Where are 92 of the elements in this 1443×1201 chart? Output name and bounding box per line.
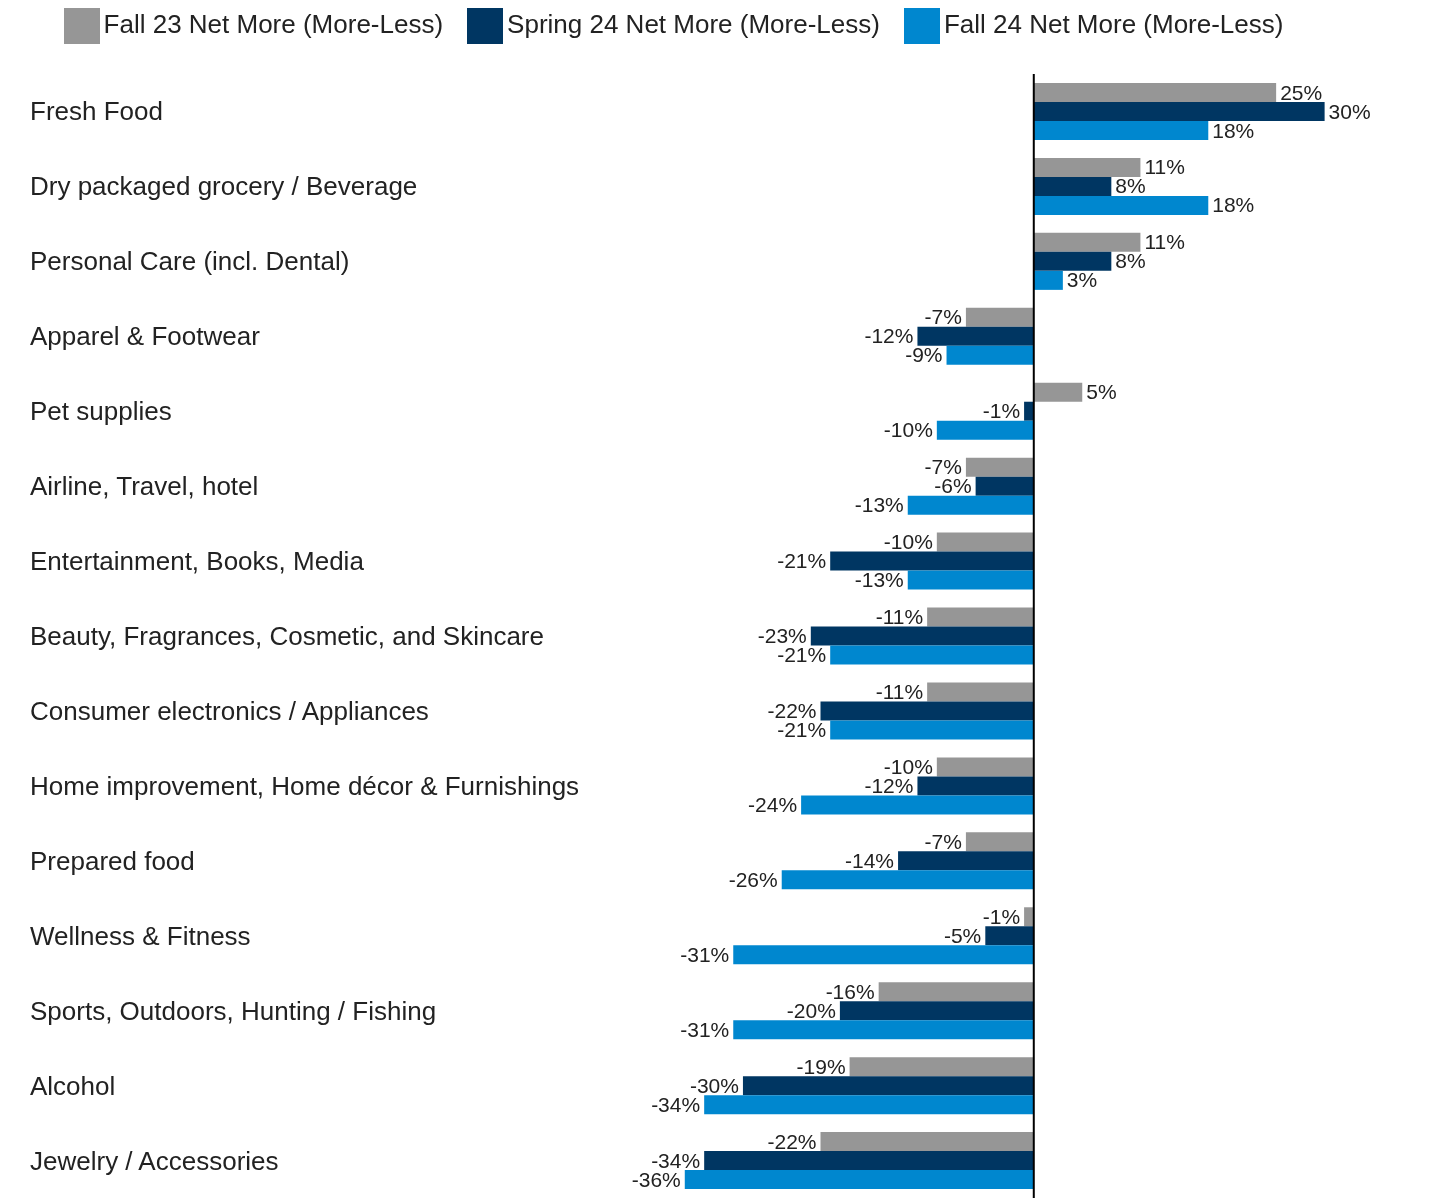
data-label: -19%	[796, 1054, 846, 1078]
bar	[839, 1001, 1034, 1021]
bar	[820, 701, 1034, 721]
y-tick-label: Pet supplies	[30, 396, 172, 427]
bar	[1033, 176, 1112, 196]
data-label: 25%	[1280, 80, 1323, 104]
bar	[1033, 382, 1083, 402]
bar	[965, 832, 1034, 852]
legend-label: Spring 24 Net More (More-Less)	[507, 8, 880, 39]
bar	[704, 1095, 1034, 1115]
legend-label: Fall 24 Net More (More-Less)	[943, 8, 1284, 39]
data-label: -13%	[854, 568, 904, 592]
y-tick-label: Beauty, Fragrances, Cosmetic, and Skincare	[30, 621, 544, 651]
y-tick-label: Apparel & Footwear	[30, 321, 261, 352]
y-tick-label: Consumer electronics / Appliances	[30, 695, 429, 726]
data-label: 5%	[1086, 380, 1117, 404]
bar	[830, 551, 1034, 571]
y-tick-label: Home improvement, Home décor & Furnishings	[30, 770, 580, 801]
bar	[849, 1057, 1034, 1077]
bar	[907, 495, 1034, 515]
data-label: 11%	[1144, 230, 1185, 254]
data-label: 3%	[1066, 268, 1098, 292]
data-label: -31%	[680, 1017, 730, 1041]
bar	[1033, 121, 1209, 140]
bar	[917, 326, 1034, 346]
bar	[781, 870, 1034, 890]
y-tick-label: Dry packaged grocery / Beverage	[30, 171, 418, 202]
bar	[985, 926, 1034, 946]
data-label: -22%	[767, 1129, 817, 1153]
y-tick-label: Alcohol	[30, 1070, 116, 1101]
bar	[801, 795, 1034, 815]
data-label: -11%	[875, 605, 924, 629]
bar	[1033, 251, 1112, 271]
y-tick-label: Entertainment, Books, Media	[30, 546, 365, 577]
bar	[733, 945, 1034, 965]
y-tick-label: Wellness & Fitness	[30, 920, 251, 951]
bar	[965, 307, 1034, 327]
bar	[917, 776, 1034, 796]
y-tick-label: Jewelry / Accessories	[30, 1145, 279, 1176]
data-label: 18%	[1212, 118, 1255, 142]
data-label: -14%	[845, 848, 895, 872]
bar	[733, 1020, 1034, 1040]
bar	[907, 570, 1034, 590]
bar	[1033, 83, 1277, 102]
bar	[936, 420, 1034, 440]
data-label: -21%	[777, 549, 827, 573]
y-tick-label: Sports, Outdoors, Hunting / Fishing	[30, 995, 437, 1026]
bar	[946, 345, 1034, 365]
data-label: -7%	[924, 829, 962, 853]
data-label: 30%	[1328, 99, 1371, 123]
bar	[1033, 232, 1141, 252]
y-tick-label: Fresh Food	[30, 96, 163, 127]
data-label: -11%	[875, 679, 924, 703]
bar	[936, 757, 1034, 777]
data-label: 18%	[1212, 193, 1255, 217]
bar	[927, 607, 1034, 627]
data-label: -10%	[883, 418, 933, 442]
y-tick-label: Personal Care (incl. Dental)	[30, 246, 350, 277]
data-label: 8%	[1115, 249, 1146, 273]
bar	[684, 1170, 1034, 1190]
data-label: 8%	[1115, 174, 1146, 198]
data-label: -10%	[883, 530, 933, 554]
bar	[742, 1076, 1034, 1096]
data-label: -1%	[982, 399, 1021, 423]
data-label: -26%	[728, 867, 778, 891]
bar	[1033, 270, 1063, 290]
legend-label: Fall 23 Net More (More-Less)	[103, 8, 444, 39]
bar	[1024, 907, 1034, 927]
data-label: -24%	[748, 792, 798, 816]
bar	[898, 851, 1034, 871]
data-label: -13%	[854, 493, 904, 517]
bar	[810, 626, 1034, 646]
bar	[975, 476, 1034, 496]
bar	[830, 645, 1034, 665]
bar	[965, 457, 1034, 477]
bar	[1033, 157, 1141, 177]
bar	[936, 532, 1034, 552]
bar	[820, 1132, 1034, 1152]
data-label: -5%	[943, 923, 982, 947]
y-tick-label: Airline, Travel, hotel	[30, 471, 259, 502]
data-label: -7%	[924, 305, 962, 329]
bar	[830, 720, 1034, 740]
data-label: -31%	[680, 942, 730, 966]
bar	[927, 682, 1034, 702]
bar	[1033, 195, 1209, 215]
y-tick-label: Prepared food	[30, 845, 195, 876]
bar	[878, 982, 1034, 1002]
bar	[1033, 102, 1325, 121]
data-label: -1%	[982, 904, 1021, 928]
data-label: 11%	[1144, 155, 1185, 179]
bar	[704, 1151, 1034, 1171]
bar	[1024, 401, 1034, 421]
